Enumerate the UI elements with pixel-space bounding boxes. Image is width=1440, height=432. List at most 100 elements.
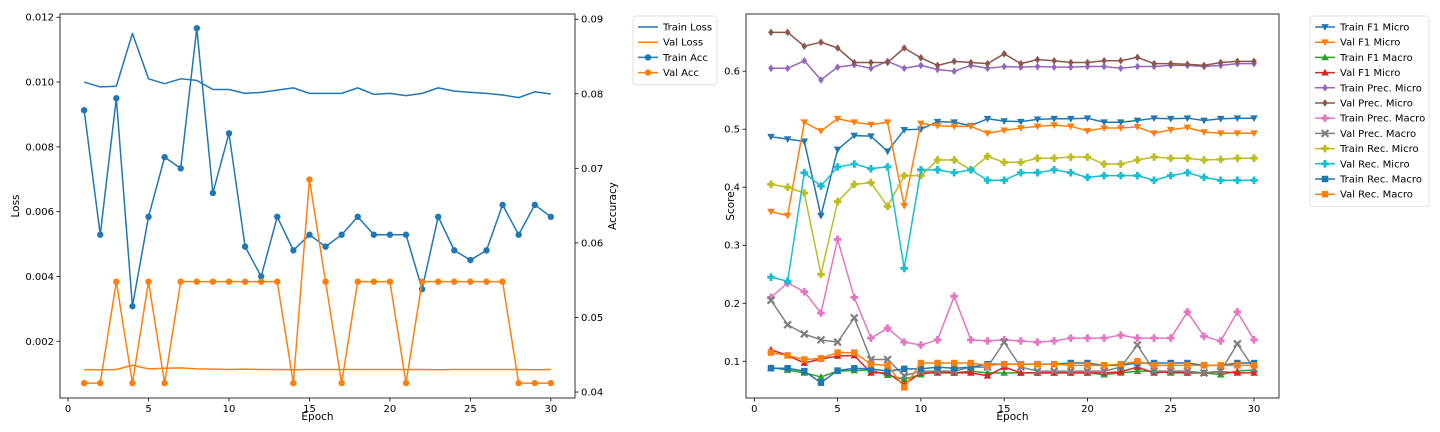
legend-label: Val Prec. Macro [1340,129,1416,140]
data-point [435,278,442,285]
y-tick-label: 0.008 [25,142,54,153]
data-point [1133,117,1142,125]
data-point [984,59,991,68]
data-point [1067,362,1075,369]
y2-tick-label: 0.04 [581,388,603,399]
data-point [1100,125,1108,132]
data-point [1017,59,1024,68]
data-point [950,168,959,177]
data-point [1066,115,1075,123]
data-point [418,278,426,285]
data-point [1000,369,1008,376]
data-point [1050,337,1058,345]
data-point [934,363,941,371]
data-point [834,367,841,374]
x-tick-label: 20 [1081,404,1094,415]
legend-item: Val F1 Micro [1315,68,1400,79]
y2-tick-label: 0.08 [581,89,603,100]
data-point [1133,156,1142,164]
data-point [1184,60,1191,69]
data-point [800,287,809,296]
data-point [1151,59,1157,68]
data-point [800,329,809,339]
data-point [1100,362,1108,369]
x-tick-label: 10 [223,404,236,415]
data-point [883,202,892,211]
y2-tick-label: 0.05 [581,313,603,324]
data-point [1066,168,1075,177]
data-point [225,278,233,285]
data-point [1167,59,1174,68]
data-point [1050,360,1058,368]
data-point [767,208,775,216]
data-point [1049,366,1059,376]
data-point [850,313,859,322]
data-point [1199,368,1209,378]
data-point [209,189,217,197]
data-point [801,42,808,51]
data-point [767,349,775,356]
y2-axis-label: Accuracy [607,182,619,230]
data-point [918,54,924,62]
legend-item: Train Rec. Macro [1315,175,1422,186]
data-point [867,164,875,173]
data-point [467,256,474,264]
legend-marker [1321,190,1329,198]
x-tick-label: 10 [915,404,928,415]
data-point [784,28,791,37]
data-point [901,365,908,373]
data-point [1033,168,1042,177]
data-point [1183,124,1192,132]
y-axis-label: Loss [10,194,22,217]
data-point [1050,122,1058,129]
y2-axis-ticks: 0.04 0.05 0.06 0.07 0.08 0.09 [575,15,603,399]
data-point [1250,336,1258,344]
data-point [967,123,975,131]
data-point [900,371,909,380]
y-axis-ticks: 0.1 0.2 0.3 0.4 0.5 0.6 [724,67,746,368]
data-point [1099,366,1109,376]
data-point [499,278,506,285]
data-point [1067,58,1074,67]
data-point [884,362,891,369]
data-point [1233,369,1242,376]
x-tick-label: 20 [384,404,397,415]
data-point [984,362,991,369]
data-point [917,341,925,349]
data-point [784,352,791,359]
data-point [1166,154,1175,163]
data-point [950,123,959,131]
data-point [967,363,975,371]
series-val-acc [80,176,555,387]
data-point [1066,153,1075,161]
legend-label: Val F1 Micro [1340,38,1400,49]
data-point [306,176,313,183]
data-point [883,324,892,333]
data-point [1116,331,1125,339]
legend-item: Train F1 Micro [1315,23,1409,34]
data-point [1150,362,1158,369]
data-point [1034,62,1041,71]
data-point [1200,332,1208,341]
data-point [1233,339,1242,349]
legend-label: Train F1 Macro [1339,53,1413,64]
data-point [1183,308,1192,316]
data-point [783,320,792,329]
data-point [783,183,792,192]
data-point [1034,360,1041,368]
legend: Train F1 Micro Val F1 Micro Train F1 Macro… [1309,15,1430,207]
data-point [241,243,249,250]
data-point [933,118,942,126]
legend-marker [1321,144,1329,153]
data-point [1084,362,1091,369]
data-point [274,278,281,285]
y-tick-label: 0.1 [724,357,740,368]
data-point [1083,128,1092,135]
data-point [1017,168,1025,177]
x-tick-label: 15 [303,404,316,415]
data-point [1216,366,1225,376]
legend-marker [644,54,652,61]
data-point [1150,176,1158,185]
data-point [1216,176,1225,185]
